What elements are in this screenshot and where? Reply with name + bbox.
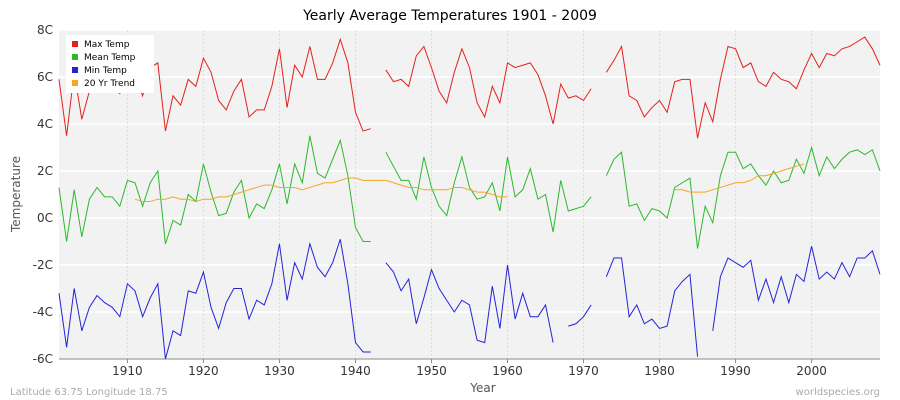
y-tick-label: 2C: [37, 164, 53, 178]
x-tick-label: 1910: [112, 364, 143, 378]
y-tick-label: 4C: [37, 117, 53, 131]
y-tick-label: 6C: [37, 70, 53, 84]
y-tick-label: -6C: [33, 352, 53, 366]
x-tick-label: 1960: [492, 364, 523, 378]
x-tick-label: 1970: [568, 364, 599, 378]
y-tick-label: -4C: [33, 305, 53, 319]
legend-label: Mean Temp: [84, 53, 136, 63]
y-axis-title: Temperature: [9, 156, 23, 233]
y-tick-label: -2C: [33, 258, 53, 272]
x-tick-label: 1920: [188, 364, 219, 378]
x-tick-label: 1990: [720, 364, 751, 378]
x-tick-label: 1940: [340, 364, 371, 378]
legend-label: Max Temp: [84, 40, 130, 50]
legend-swatch: [72, 67, 78, 73]
y-tick-label: 8C: [37, 23, 53, 37]
x-axis-title: Year: [469, 381, 495, 395]
footer-left: Latitude 63.75 Longitude 18.75: [10, 387, 168, 398]
series-line: [58, 135, 881, 249]
x-tick-label: 1930: [264, 364, 295, 378]
series-line: [58, 238, 881, 360]
y-tick-label: 0C: [37, 211, 53, 225]
plot-background: [59, 30, 880, 359]
x-tick-label: 2000: [796, 364, 827, 378]
x-tick-label: 1950: [416, 364, 447, 378]
legend-label: Min Temp: [84, 66, 127, 76]
legend-swatch: [72, 54, 78, 60]
footer-right: worldspecies.org: [796, 387, 880, 398]
x-tick-label: 1980: [644, 364, 675, 378]
chart-title: Yearly Average Temperatures 1901 - 2009: [302, 8, 597, 24]
legend-label: 20 Yr Trend: [84, 79, 135, 89]
legend-swatch: [72, 80, 78, 86]
legend-box: [66, 35, 154, 93]
series-line: [134, 163, 805, 203]
legend-swatch: [72, 41, 78, 47]
